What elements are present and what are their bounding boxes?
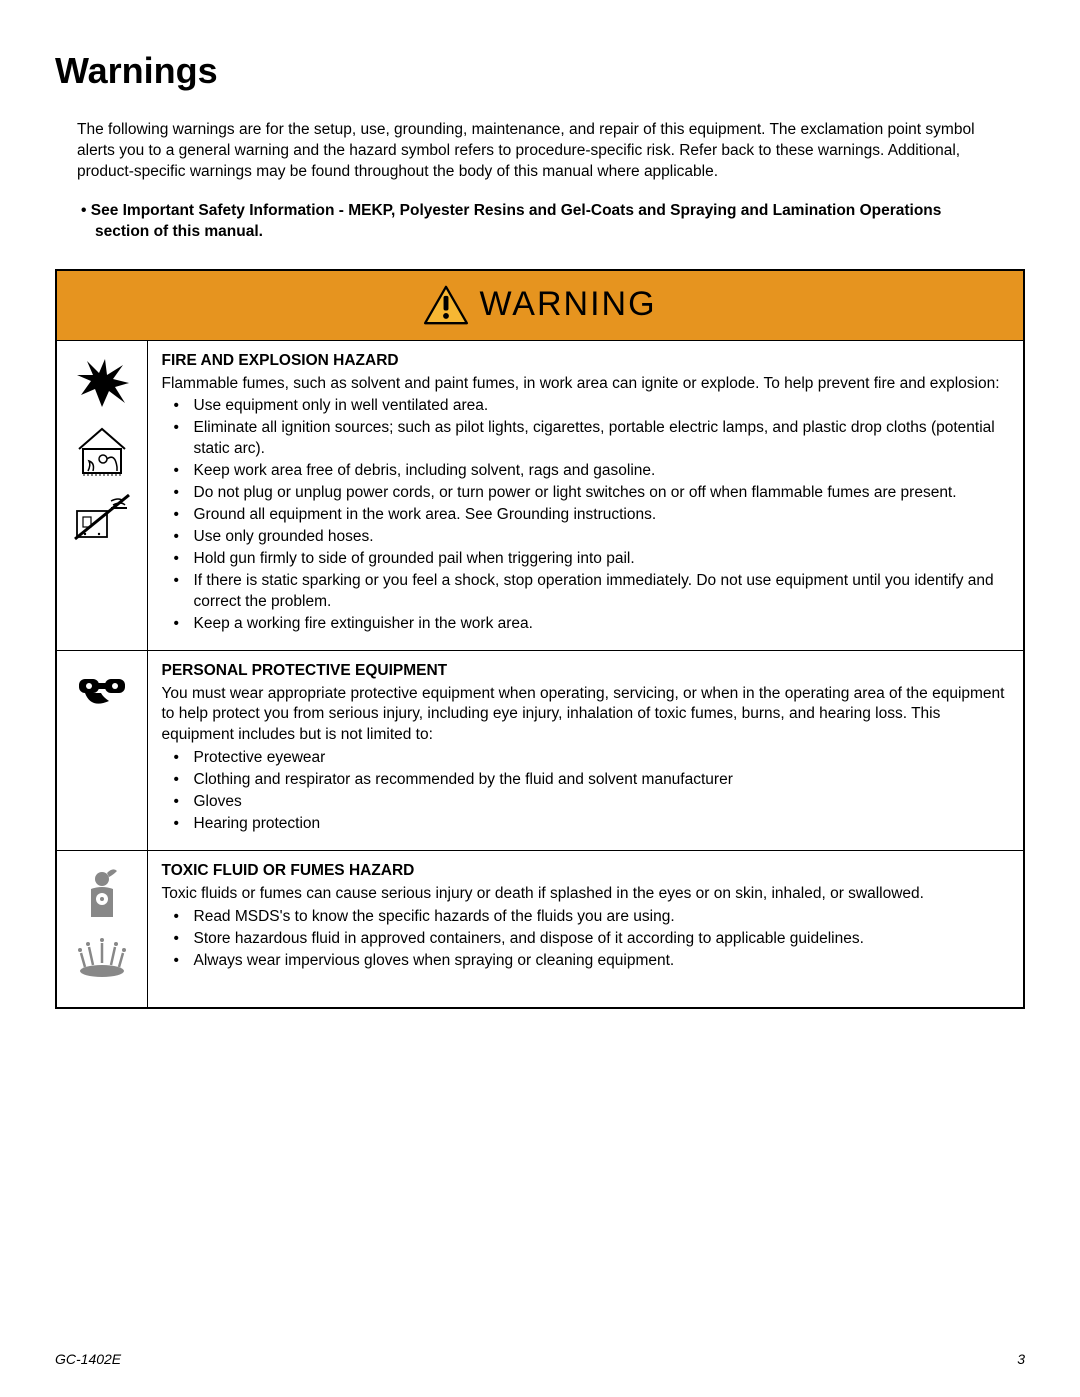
toxic-body-icon <box>73 869 131 921</box>
list-item: Protective eyewear <box>162 748 1010 769</box>
bullet-list: Protective eyewear Clothing and respirat… <box>162 748 1010 835</box>
list-item: Keep work area free of debris, including… <box>162 461 1010 482</box>
warning-triangle-icon <box>423 285 469 325</box>
section-ppe: PERSONAL PROTECTIVE EQUIPMENT You must w… <box>57 650 1023 850</box>
list-item: Store hazardous fluid in approved contai… <box>162 929 1010 950</box>
section-title: FIRE AND EXPLOSION HAZARD <box>162 351 1010 372</box>
section-title: TOXIC FLUID OR FUMES HAZARD <box>162 861 1010 882</box>
bullet-list: Read MSDS's to know the specific hazards… <box>162 907 1010 972</box>
list-item: Do not plug or unplug power cords, or tu… <box>162 483 1010 504</box>
goggles-icon <box>73 669 131 709</box>
list-item: Ground all equipment in the work area. S… <box>162 505 1010 526</box>
section-intro: Flammable fumes, such as solvent and pai… <box>162 374 1010 395</box>
warning-banner-label: WARNING <box>479 285 656 324</box>
warning-table: WARNING <box>55 269 1025 1009</box>
list-item: Keep a working fire extinguisher in the … <box>162 614 1010 635</box>
list-item: Eliminate all ignition sources; such as … <box>162 418 1010 460</box>
list-item: Read MSDS's to know the specific hazards… <box>162 907 1010 928</box>
page-footer: GC-1402E 3 <box>55 1351 1025 1367</box>
no-spark-icon <box>73 491 131 541</box>
house-fire-icon <box>73 423 131 477</box>
list-item: Clothing and respirator as recommended b… <box>162 770 1010 791</box>
section-fire-explosion: FIRE AND EXPLOSION HAZARD Flammable fume… <box>57 341 1023 650</box>
footer-code: GC-1402E <box>55 1351 121 1367</box>
footer-page: 3 <box>1017 1351 1025 1367</box>
section-intro: You must wear appropriate protective equ… <box>162 684 1010 747</box>
list-item: If there is static sparking or you feel … <box>162 571 1010 613</box>
section-toxic: TOXIC FLUID OR FUMES HAZARD Toxic fluids… <box>57 850 1023 1007</box>
safety-note: • See Important Safety Information - MEK… <box>77 201 997 243</box>
list-item: Always wear impervious gloves when spray… <box>162 951 1010 972</box>
list-item: Use only grounded hoses. <box>162 527 1010 548</box>
list-item: Hearing protection <box>162 814 1010 835</box>
intro-paragraph: The following warnings are for the setup… <box>77 120 997 183</box>
page-title: Warnings <box>55 50 1025 92</box>
list-item: Gloves <box>162 792 1010 813</box>
section-title: PERSONAL PROTECTIVE EQUIPMENT <box>162 661 1010 682</box>
explosion-icon <box>73 359 131 409</box>
bullet-list: Use equipment only in well ventilated ar… <box>162 396 1010 634</box>
list-item: Use equipment only in well ventilated ar… <box>162 396 1010 417</box>
warning-banner: WARNING <box>57 271 1023 341</box>
splash-icon <box>73 935 131 979</box>
section-intro: Toxic fluids or fumes can cause serious … <box>162 884 1010 905</box>
list-item: Hold gun firmly to side of grounded pail… <box>162 549 1010 570</box>
